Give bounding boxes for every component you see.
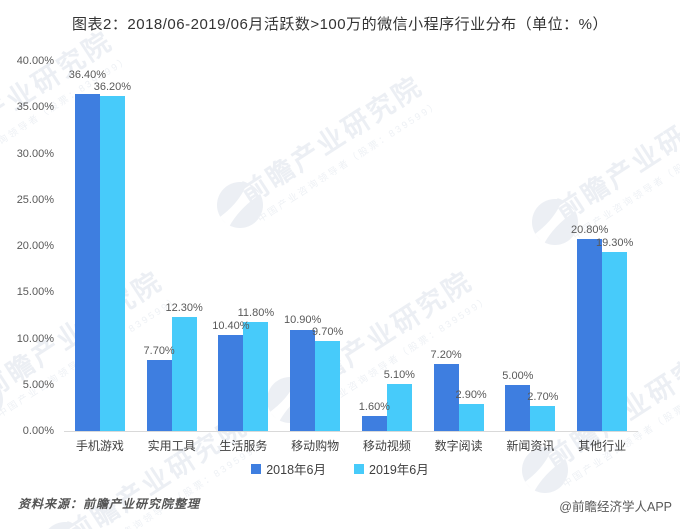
bar-2018年6月-移动购物 [290,330,316,431]
y-axis-tick-label: 35.00% [16,101,54,114]
legend: 2018年6月 2019年6月 [0,459,680,478]
category-label-手机游戏: 手机游戏 [75,439,124,453]
bar-2019年6月-移动视频 [386,383,412,431]
y-axis-tick-label: 30.00% [16,147,54,160]
bar-group-移动视频: 1.60% 5.10% [351,61,423,431]
legend-label-2019: 2019年6月 [369,463,429,477]
bar-group-手机游戏: 36.40% 36.20% [64,61,136,431]
value-label-2019年6月-移动购物: 9.70% [312,326,344,339]
source-note: 资料来源：前瞻产业研究院整理 [18,497,201,511]
plot-area: 36.40% 36.20% 7.70% 12.30% 10.40% 11.80% 10.90… [64,61,638,432]
category-label-移动视频: 移动视频 [362,439,411,453]
bar-2018年6月-新闻资讯 [505,384,531,431]
value-label-2019年6月-新闻资讯: 2.70% [527,391,559,404]
bar-2019年6月-移动购物 [315,341,341,431]
bar-group-新闻资讯: 5.00% 2.70% [495,61,567,431]
value-label-2018年6月-实用工具: 7.70% [143,344,175,357]
legend-item-2019: 2019年6月 [354,459,429,478]
bar-2018年6月-手机游戏 [74,94,100,431]
bar-2018年6月-数字阅读 [433,364,459,431]
bar-2018年6月-移动视频 [361,416,387,431]
app-credit: @前瞻经济学人APP [559,500,672,514]
value-label-2018年6月-数字阅读: 7.20% [430,349,462,362]
bar-group-移动购物: 10.90% 9.70% [279,61,351,431]
watermark-unit: 前瞻产业研究院 中国产业咨询领导者（股票：839599） [41,410,267,529]
value-label-2018年6月-生活服务: 10.40% [212,319,250,332]
value-label-2019年6月-移动视频: 5.10% [383,368,415,381]
bar-2019年6月-生活服务 [243,321,269,431]
bar-group-生活服务: 10.40% 11.80% [208,61,280,431]
y-axis: 40.00% 35.00% 30.00% 25.00% 20.00% 15.00% 10.0… [0,55,54,437]
bar-2019年6月-实用工具 [171,317,197,431]
value-label-2019年6月-实用工具: 12.30% [165,302,203,315]
legend-swatch-2018 [251,463,262,474]
bar-2019年6月-手机游戏 [99,96,125,431]
category-label-数字阅读: 数字阅读 [434,439,483,453]
value-label-2019年6月-生活服务: 11.80% [237,306,275,319]
value-label-2018年6月-手机游戏: 36.40% [68,69,107,82]
bar-2019年6月-其他行业 [602,252,628,431]
bar-2019年6月-新闻资讯 [530,406,556,431]
value-label-2019年6月-数字阅读: 2.90% [455,389,487,402]
value-label-2019年6月-手机游戏: 36.20% [93,81,132,94]
y-axis-tick-label: 15.00% [16,286,54,299]
y-axis-tick-label: 5.00% [22,378,54,391]
legend-swatch-2019 [354,463,364,474]
value-label-2018年6月-移动视频: 1.60% [358,401,390,414]
value-label-2018年6月-移动购物: 10.90% [283,314,322,327]
category-label-新闻资讯: 新闻资讯 [506,439,555,453]
page-title: 图表2：2018/06-2019/06月活跃数>100万的微信小程序行业分布（单… [72,16,608,33]
value-label-2019年6月-其他行业: 19.30% [595,237,634,250]
category-label-其他行业: 其他行业 [578,439,627,453]
legend-item-2018: 2018年6月 [251,459,326,478]
bar-group-数字阅读: 7.20% 2.90% [423,61,495,431]
bar-2018年6月-生活服务 [218,334,244,431]
y-axis-tick-label: 20.00% [16,240,54,252]
qianzhan-logo-icon [48,522,82,529]
bar-2018年6月-实用工具 [146,359,172,431]
y-axis-tick-label: 10.00% [16,332,54,345]
bar-2019年6月-数字阅读 [458,404,484,431]
bar-2018年6月-其他行业 [577,238,603,431]
value-label-2018年6月-其他行业: 20.80% [570,223,609,236]
category-label-移动购物: 移动购物 [291,439,340,453]
y-axis-tick-label: 40.00% [16,55,54,67]
category-label-实用工具: 实用工具 [147,439,196,453]
value-label-2018年6月-新闻资讯: 5.00% [502,369,534,382]
y-axis-tick-label: 25.00% [16,193,54,206]
category-label-生活服务: 生活服务 [219,439,268,453]
bar-group-实用工具: 7.70% 12.30% [136,61,208,431]
y-axis-tick-label: 0.00% [22,425,54,437]
bar-group-其他行业: 20.80% 19.30% [566,61,638,431]
legend-label-2018: 2018年6月 [266,463,326,477]
